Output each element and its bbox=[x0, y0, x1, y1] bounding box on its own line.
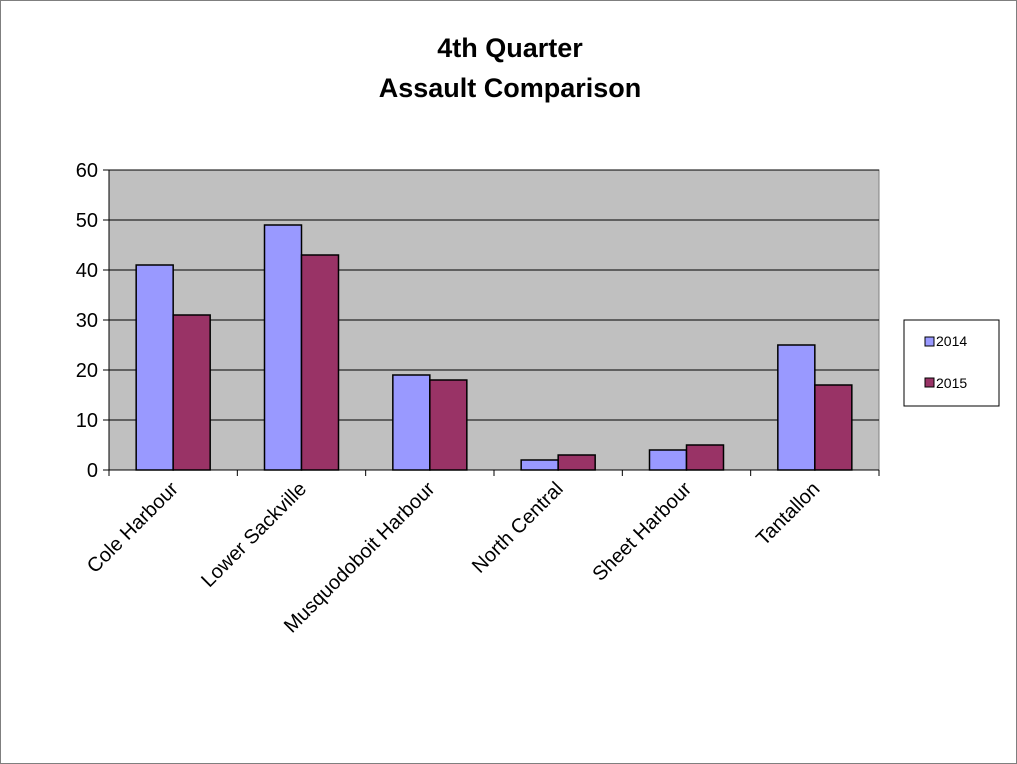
gridlines bbox=[109, 169, 879, 421]
y-tick-label: 20 bbox=[76, 360, 98, 382]
x-tick-label: Lower Sackville bbox=[197, 478, 311, 592]
y-tick-label: 0 bbox=[87, 460, 98, 482]
y-tick-label: 60 bbox=[76, 160, 98, 182]
legend-box bbox=[903, 319, 1000, 407]
y-tick-label: 50 bbox=[76, 210, 98, 232]
x-tick-label: North Central bbox=[468, 478, 568, 578]
x-tick-labels: Cole Harbour Lower SackvilleMusquodoboit … bbox=[83, 478, 824, 638]
bar-2015-2 bbox=[429, 379, 468, 471]
bar-2015-5 bbox=[814, 384, 853, 471]
bars bbox=[135, 224, 853, 471]
bar-2015-3 bbox=[557, 454, 596, 471]
legend-label-2014: 2014 bbox=[936, 333, 967, 349]
bar-2014-2 bbox=[392, 374, 431, 471]
bar-2015-1 bbox=[300, 254, 340, 471]
bar-2014-0 bbox=[135, 264, 174, 471]
bar-2014-1 bbox=[263, 224, 303, 471]
y-tick-labels: 0 10 20 30 40 50 60 bbox=[76, 160, 98, 482]
chart-title-line-1: 4th Quarter bbox=[437, 33, 583, 63]
axes bbox=[103, 169, 880, 476]
legend-swatch-2015 bbox=[924, 377, 935, 388]
bar-2014-5 bbox=[777, 344, 816, 471]
y-tick-label: 30 bbox=[76, 310, 98, 332]
bar-2014-4 bbox=[648, 449, 688, 471]
x-tick-label: Tantallon bbox=[752, 478, 824, 550]
bar-2015-0 bbox=[172, 314, 211, 471]
y-tick-label: 40 bbox=[76, 260, 98, 282]
y-tick-label: 10 bbox=[76, 410, 98, 432]
x-tick-label: Sheet Harbour bbox=[589, 478, 697, 586]
legend-swatch-2014 bbox=[924, 336, 935, 347]
bar-2014-3 bbox=[520, 459, 559, 471]
chart-title-line-2: Assault Comparison bbox=[379, 73, 642, 103]
legend-label-2015: 2015 bbox=[936, 375, 967, 391]
legend: 2014 2015 bbox=[903, 319, 1000, 407]
x-tick-label: Musquodoboit Harbour bbox=[280, 478, 440, 638]
bar-2015-4 bbox=[685, 444, 725, 471]
x-tick-label: Cole Harbour bbox=[83, 478, 183, 578]
